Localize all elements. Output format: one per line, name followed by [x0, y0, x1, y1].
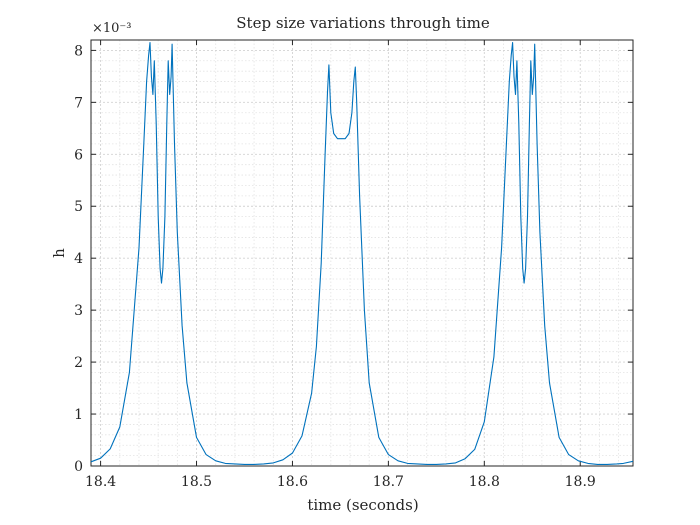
y-tick-label: 1 — [74, 407, 83, 423]
y-tick-label: 7 — [74, 95, 83, 111]
major-grid — [91, 40, 633, 466]
x-tick-label: 18.5 — [181, 474, 212, 490]
y-tick-label: 6 — [74, 147, 83, 163]
y-axis-label: h — [50, 248, 68, 258]
y-tick-label: 3 — [74, 303, 83, 319]
x-tick-label: 18.7 — [373, 474, 404, 490]
y-tick-labels: 0 1 2 3 4 5 6 7 8 — [74, 43, 83, 475]
x-tick-label: 18.8 — [469, 474, 500, 490]
axes-box — [90, 39, 634, 467]
chart-title: Step size variations through time — [236, 14, 490, 32]
y-tick-label: 8 — [74, 43, 83, 59]
axis-ticks — [91, 40, 633, 467]
x-tick-label: 18.4 — [85, 474, 116, 490]
y-tick-label: 0 — [74, 459, 83, 475]
x-tick-label: 18.9 — [565, 474, 596, 490]
y-axis-exponent: ×10⁻³ — [92, 21, 132, 36]
x-tick-label: 18.6 — [277, 474, 308, 490]
y-tick-label: 5 — [74, 199, 83, 215]
y-tick-label: 4 — [74, 251, 83, 267]
y-tick-label: 2 — [74, 355, 83, 371]
x-tick-labels: 18.4 18.5 18.6 18.7 18.8 18.9 — [85, 474, 596, 490]
series-line-h — [90, 42, 634, 465]
x-axis-label: time (seconds) — [307, 496, 418, 514]
